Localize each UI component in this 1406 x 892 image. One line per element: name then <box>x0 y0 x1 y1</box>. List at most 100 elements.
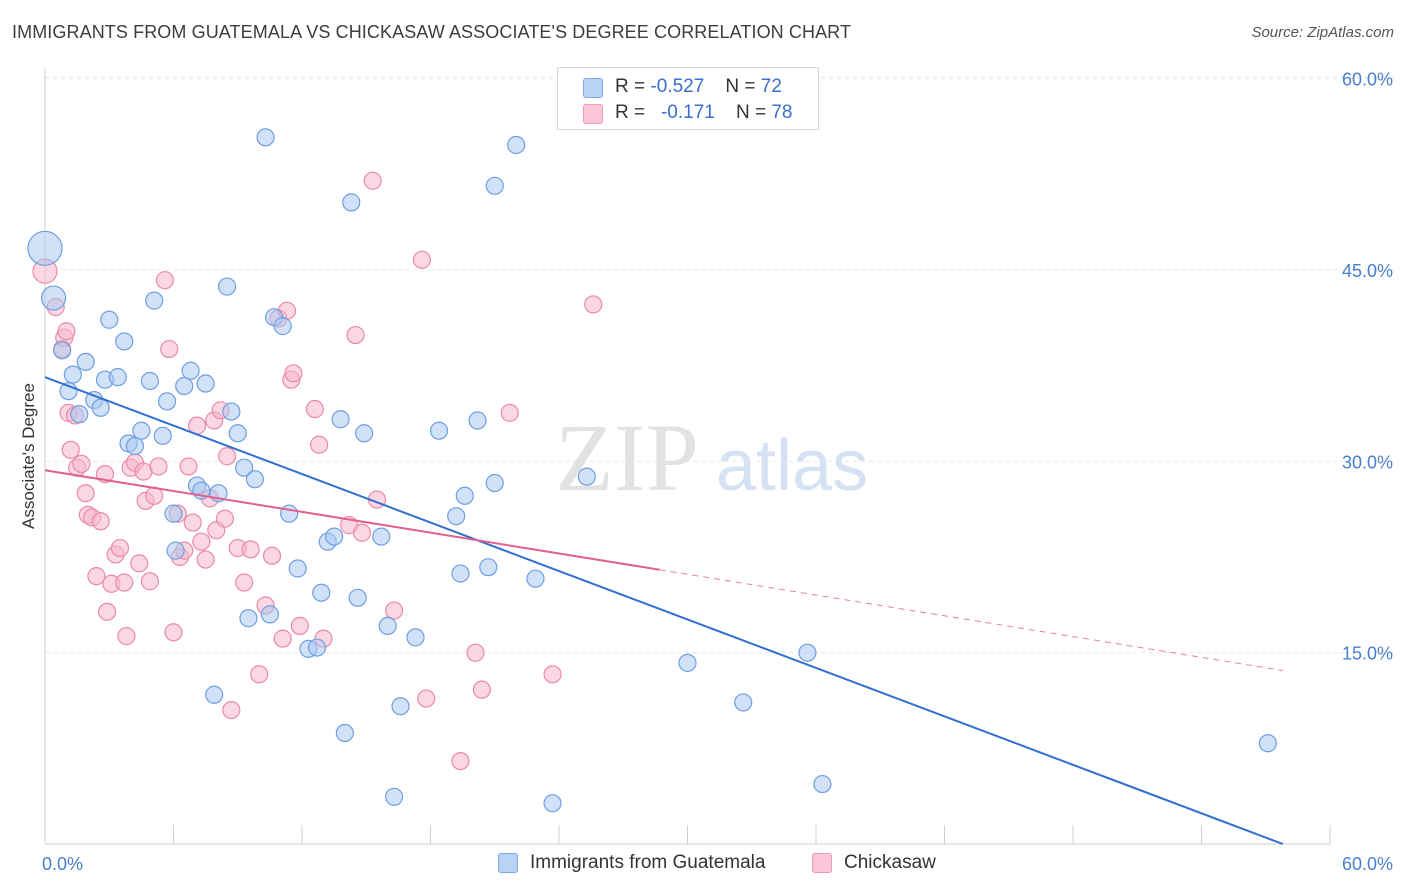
legend-swatch-pink <box>583 104 603 124</box>
bottom-swatch-blue <box>498 853 518 873</box>
chickasaw-point <box>87 567 106 586</box>
y-tick-label: 60.0% <box>1342 70 1393 90</box>
guatemala-point <box>447 507 466 526</box>
chickasaw-point <box>130 554 149 573</box>
axis-labels: 15.0% 30.0% 45.0% 60.0% 0.0% 60.0% Associate's… <box>19 70 1393 874</box>
chickasaw-point <box>262 546 282 565</box>
chickasaw-point <box>250 665 269 684</box>
legend-text-guatemala: R = -0.527 N = 72 <box>615 76 782 98</box>
guatemala-point <box>429 421 449 440</box>
chickasaw-point <box>117 626 136 646</box>
trend-lines <box>44 376 1284 845</box>
guatemala-point <box>217 277 237 296</box>
chickasaw-point <box>164 623 183 642</box>
chickasaw-point <box>115 573 134 592</box>
watermark-zip: ZIP <box>555 404 699 511</box>
guatemala-point <box>205 685 224 704</box>
guatemala-point <box>485 176 504 195</box>
guatemala-trend-line <box>44 376 1284 845</box>
guatemala-point <box>479 558 498 577</box>
axes-layer <box>44 68 1331 845</box>
guatemala-point <box>164 504 183 523</box>
watermark-atlas: atlas <box>716 426 868 506</box>
chickasaw-point <box>310 435 329 454</box>
guatemala-point <box>175 376 194 396</box>
chickasaw-point <box>273 629 292 648</box>
chickasaw-point <box>140 572 160 591</box>
guatemala-point <box>53 341 72 360</box>
chickasaw-point <box>155 271 175 290</box>
bottom-legend-label: Chickasaw <box>844 852 936 873</box>
watermark: ZIP atlas <box>555 404 868 511</box>
guatemala-point <box>145 291 164 310</box>
guatemala-point <box>335 723 354 743</box>
legend-r-value: -0.527 <box>650 76 705 97</box>
guatemala-point <box>76 352 95 371</box>
guatemala-point <box>813 774 832 794</box>
guatemala-point <box>678 653 697 672</box>
chart-title: IMMIGRANTS FROM GUATEMALA VS CHICKASAW A… <box>12 22 852 42</box>
guatemala-point <box>526 569 545 588</box>
guatemala-point <box>312 583 331 602</box>
y-tick-label: 15.0% <box>1342 644 1393 664</box>
guatemala-point <box>406 628 425 647</box>
grid-layer <box>45 76 1395 654</box>
chickasaw-point <box>98 602 117 621</box>
guatemala-point <box>485 473 504 493</box>
guatemala-point <box>260 605 279 624</box>
chickasaw-point <box>384 601 404 620</box>
guatemala-point <box>222 402 241 421</box>
guatemala-point <box>100 310 119 329</box>
chickasaw-point <box>160 339 179 359</box>
chickasaw-point <box>196 550 215 569</box>
chickasaw-point <box>500 403 519 422</box>
guatemala-point <box>132 421 151 440</box>
guatemala-point <box>468 411 487 430</box>
legend: R = -0.527 N = 72 R = -0.171 N = 78 <box>557 67 819 130</box>
guatemala-point <box>91 398 110 417</box>
chickasaw-point <box>57 322 76 341</box>
guatemala-point <box>734 693 753 712</box>
guatemala-point <box>235 458 254 477</box>
guatemala-point <box>391 697 410 716</box>
legend-n-value: 72 <box>760 76 782 97</box>
legend-r-label: R = <box>615 76 646 97</box>
y-tick-label: 30.0% <box>1342 452 1393 472</box>
guatemala-point <box>355 424 374 443</box>
chickasaw-point <box>215 509 234 528</box>
y-tick-label: 45.0% <box>1342 261 1393 281</box>
chickasaw-trend-extension <box>659 569 1283 672</box>
legend-text-chickasaw: R = -0.171 N = 78 <box>615 102 792 124</box>
chickasaw-point <box>217 447 237 466</box>
chickasaw-point <box>284 364 303 383</box>
guatemala-point <box>63 365 82 384</box>
chickasaw-point <box>412 250 432 269</box>
guatemala-point <box>342 193 361 212</box>
guatemala-point <box>256 128 275 147</box>
guatemala-point <box>577 467 596 486</box>
chickasaw-point <box>451 751 470 771</box>
chickasaw-point <box>290 616 309 635</box>
legend-r-value: -0.171 <box>660 102 715 123</box>
guatemala-point <box>507 135 526 155</box>
guatemala-point <box>384 787 404 806</box>
guatemala-point <box>196 374 215 393</box>
chickasaw-points <box>32 171 603 771</box>
guatemala-point <box>27 230 63 266</box>
chickasaw-point <box>363 171 382 190</box>
chickasaw-point <box>417 689 436 708</box>
guatemala-point <box>372 527 391 546</box>
chickasaw-point <box>183 513 202 532</box>
chart-source: Source: ZipAtlas.com <box>1251 24 1394 41</box>
guatemala-point <box>451 564 470 583</box>
guatemala-point <box>798 643 817 662</box>
chickasaw-point <box>543 665 562 684</box>
chickasaw-point <box>466 643 485 662</box>
chickasaw-point <box>352 523 372 542</box>
chickasaw-point <box>222 700 241 720</box>
guatemala-point <box>40 285 67 311</box>
chickasaw-point <box>235 573 254 592</box>
guatemala-point <box>280 504 299 523</box>
chickasaw-point <box>241 540 260 559</box>
